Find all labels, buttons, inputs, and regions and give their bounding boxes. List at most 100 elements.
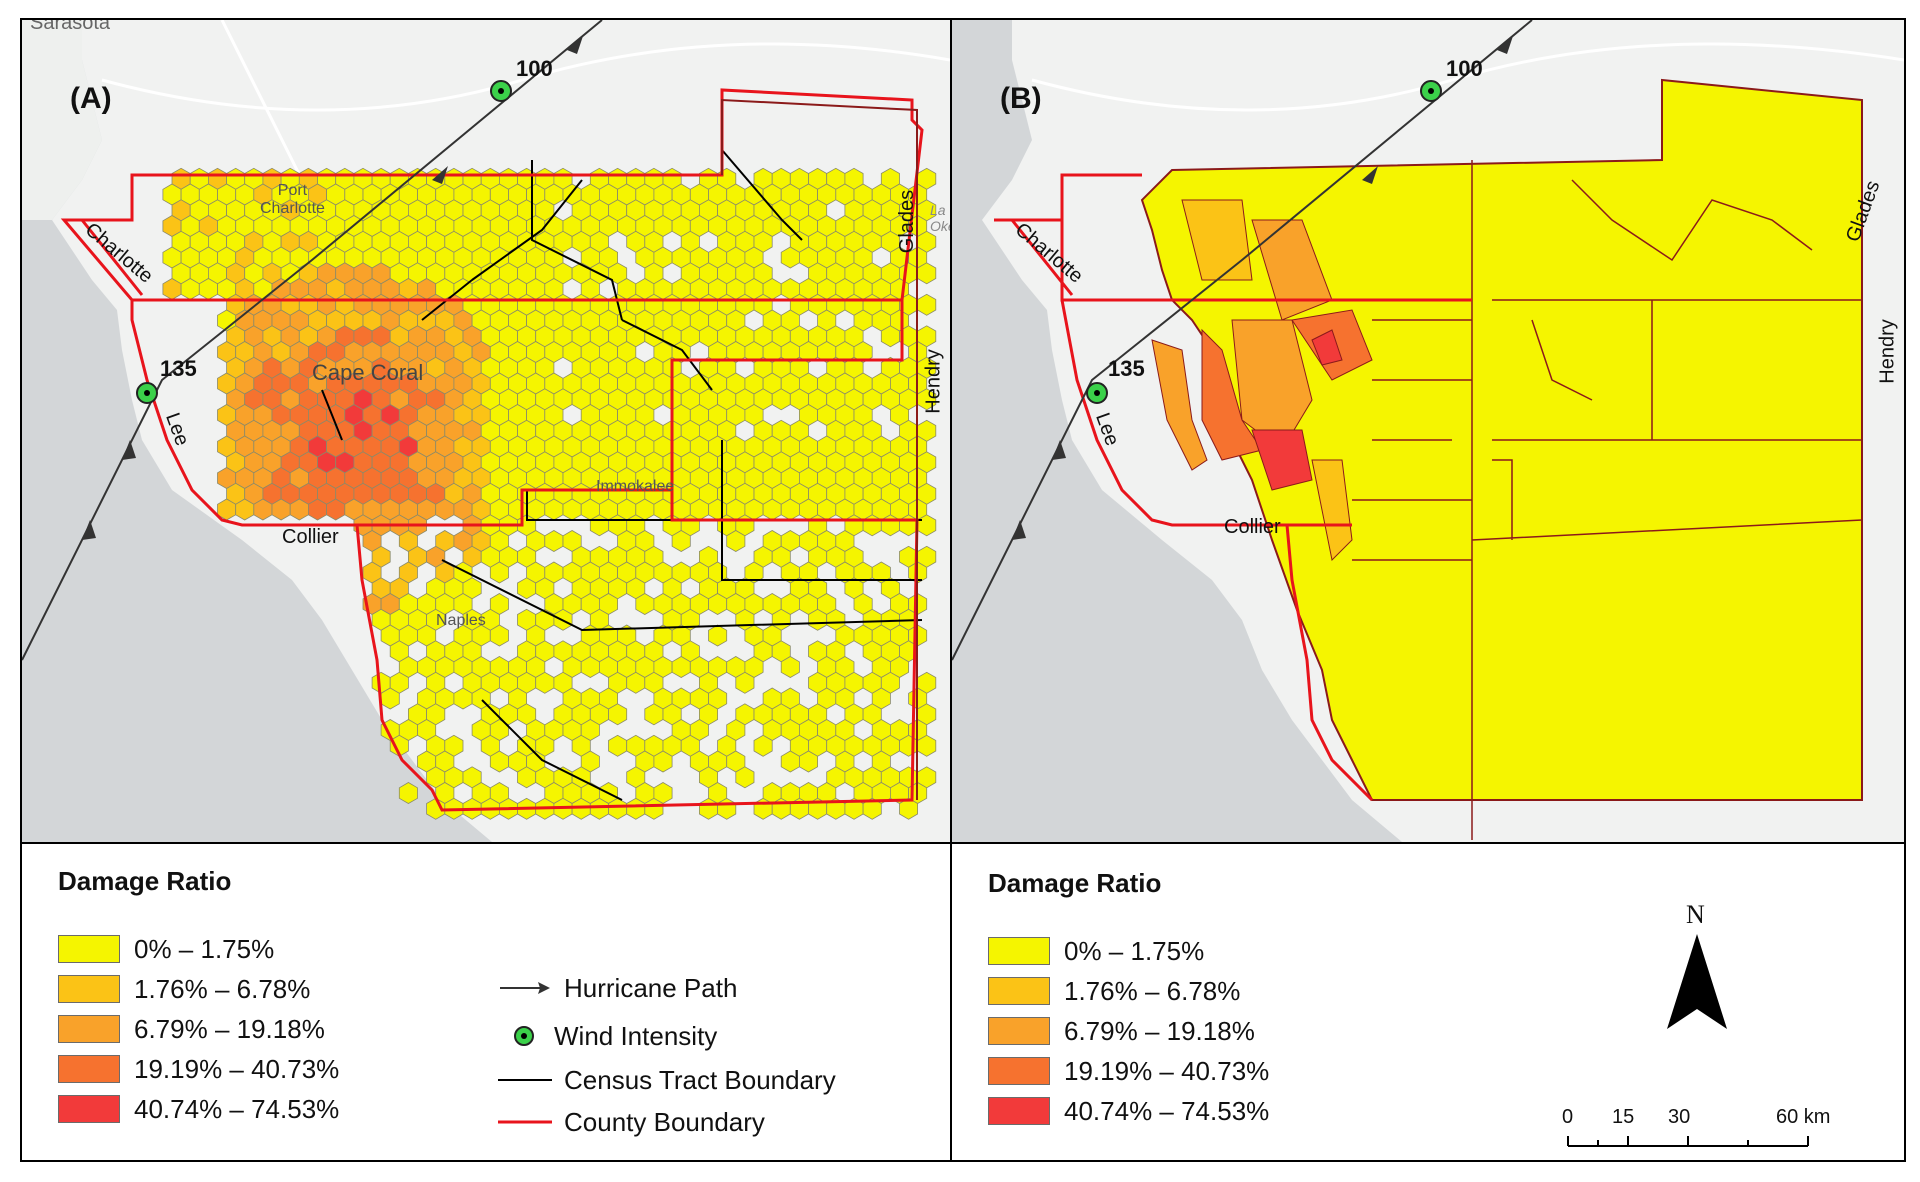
legend-class-3-b: 6.79% – 19.18% [988, 1016, 1255, 1046]
hurricane-path-b [952, 20, 1533, 661]
legend-wind-intensity: Wind Intensity [498, 1020, 717, 1052]
hex-cell [735, 671, 755, 694]
place-label-naples: Naples [436, 612, 486, 629]
legend-swatch [58, 1055, 120, 1083]
scale-bar-line [1567, 1136, 1809, 1147]
legend-title-a: Damage Ratio [58, 866, 232, 896]
map-b-svg [952, 20, 1904, 842]
legend-class-label: 6.79% – 19.18% [134, 1013, 325, 1044]
hex-cell [899, 797, 918, 820]
north-arrow-icon [1667, 934, 1727, 1029]
place-label-sarasota: Sarasota [30, 20, 111, 34]
legend-class-5-b: 40.74% – 74.53% [988, 1096, 1269, 1126]
legend-wind-intensity-label: Wind Intensity [554, 1020, 718, 1051]
legend-swatch [58, 935, 120, 963]
scale-bar: 0 15 30 60 km [1544, 1090, 1844, 1150]
legend-column-divider [950, 842, 952, 1160]
county-label-collier-a: Collier [282, 526, 339, 548]
legend-swatch [988, 977, 1050, 1005]
wind-marker-135-b[interactable] [1086, 382, 1108, 404]
legend-class-label: 1.76% – 6.78% [134, 973, 311, 1004]
hex-cell [653, 750, 673, 773]
legend-class-1-b: 0% – 1.75% [988, 936, 1204, 966]
legend-class-1-a: 0% – 1.75% [58, 934, 274, 964]
county-boundary-line-icon [498, 1120, 552, 1124]
legend-swatch [58, 1095, 120, 1123]
hex-cell [398, 782, 418, 804]
map-panel-b[interactable]: (B) Charlotte Lee Collier Glades Hendry … [952, 20, 1904, 842]
panel-b-label: (B) [1000, 82, 1042, 115]
legend-class-label: 1.76% – 6.78% [1064, 975, 1241, 1006]
wind-marker-100-b[interactable] [1420, 80, 1442, 102]
legend-class-4-b: 19.19% – 40.73% [988, 1056, 1269, 1086]
hex-cell [708, 624, 728, 647]
place-label-lake: La Okeec [930, 202, 950, 234]
legend-class-label: 6.79% – 19.18% [1064, 1015, 1255, 1046]
scale-tick-60: 60 km [1776, 1106, 1831, 1128]
legend-class-label: 0% – 1.75% [1064, 935, 1205, 966]
hex-cell [753, 734, 773, 757]
county-label-glades-a: Glades [896, 189, 919, 254]
place-label-cape-coral: Cape Coral [312, 360, 424, 385]
place-label-immokalee: Immokalee [596, 478, 675, 495]
legend-county-boundary: County Boundary [498, 1106, 765, 1138]
hex-cell [489, 624, 509, 647]
county-boundary-collier [242, 488, 919, 812]
county-label-hendry-a: Hendry [922, 349, 945, 414]
wind-marker-135-a[interactable] [136, 382, 158, 404]
legend-class-5-a: 40.74% – 74.53% [58, 1094, 339, 1124]
hex-cell [389, 734, 409, 757]
wind-label-100-b: 100 [1446, 56, 1483, 81]
legend-swatch [58, 1015, 120, 1043]
hexbin-layer [162, 167, 937, 820]
legend-class-label: 40.74% – 74.53% [134, 1093, 340, 1124]
north-arrow: N [1662, 900, 1732, 1040]
figure: (A) Sarasota Port Charlotte Cape Coral I… [20, 18, 1906, 1162]
hex-cell [671, 530, 691, 552]
hex-cell [489, 561, 509, 584]
hex-cell [735, 766, 755, 789]
legend-census-tract-label: Census Tract Boundary [564, 1064, 836, 1095]
wind-intensity-icon [514, 1026, 534, 1046]
map-panel-a[interactable]: (A) Sarasota Port Charlotte Cape Coral I… [22, 20, 952, 842]
legend-hurricane-path: Hurricane Path [498, 972, 737, 1004]
legend-title-b: Damage Ratio [988, 868, 1162, 898]
hex-cell [608, 703, 628, 726]
hex-cell [780, 656, 800, 678]
hex-cell [862, 797, 882, 820]
hurricane-path-a [22, 20, 603, 661]
place-label-port-charlotte: Port Charlotte [260, 182, 325, 217]
legend-class-label: 19.19% – 40.73% [134, 1053, 340, 1084]
legend-class-label: 40.74% – 74.53% [1064, 1095, 1270, 1126]
legend-class-label: 19.19% – 40.73% [1064, 1055, 1270, 1086]
hex-cell [726, 530, 746, 552]
scale-tick-0: 0 [1562, 1106, 1574, 1128]
north-label: N [1686, 900, 1705, 929]
legend-swatch [988, 1057, 1050, 1085]
legend-swatch [58, 975, 120, 1003]
map-a-svg [22, 20, 950, 842]
legend-class-2-a: 1.76% – 6.78% [58, 974, 310, 1004]
scale-tick-15: 15 [1612, 1106, 1635, 1128]
legend-divider [22, 842, 1904, 844]
wind-marker-100-a[interactable] [490, 80, 512, 102]
wind-label-100-a: 100 [516, 56, 553, 81]
wind-label-135-b: 135 [1108, 356, 1145, 381]
legend-swatch [988, 1097, 1050, 1125]
legend-census-tract: Census Tract Boundary [498, 1064, 836, 1096]
wind-label-135-a: 135 [160, 356, 197, 381]
hex-cell [644, 797, 664, 820]
legend-class-label: 0% – 1.75% [134, 933, 275, 964]
county-label-collier-b: Collier [1224, 516, 1281, 538]
legend-hurricane-path-label: Hurricane Path [564, 972, 738, 1003]
legend-swatch [988, 1017, 1050, 1045]
county-label-hendry-b: Hendry [1876, 319, 1899, 384]
hex-cell [799, 750, 818, 773]
legend-class-2-b: 1.76% – 6.78% [988, 976, 1240, 1006]
legend-class-3-a: 6.79% – 19.18% [58, 1014, 325, 1044]
scale-tick-30: 30 [1668, 1106, 1691, 1128]
panel-a-label: (A) [70, 82, 112, 115]
census-tract-line-icon [498, 1079, 552, 1081]
hurricane-path-icon [500, 982, 550, 994]
legend-county-boundary-label: County Boundary [564, 1106, 765, 1137]
